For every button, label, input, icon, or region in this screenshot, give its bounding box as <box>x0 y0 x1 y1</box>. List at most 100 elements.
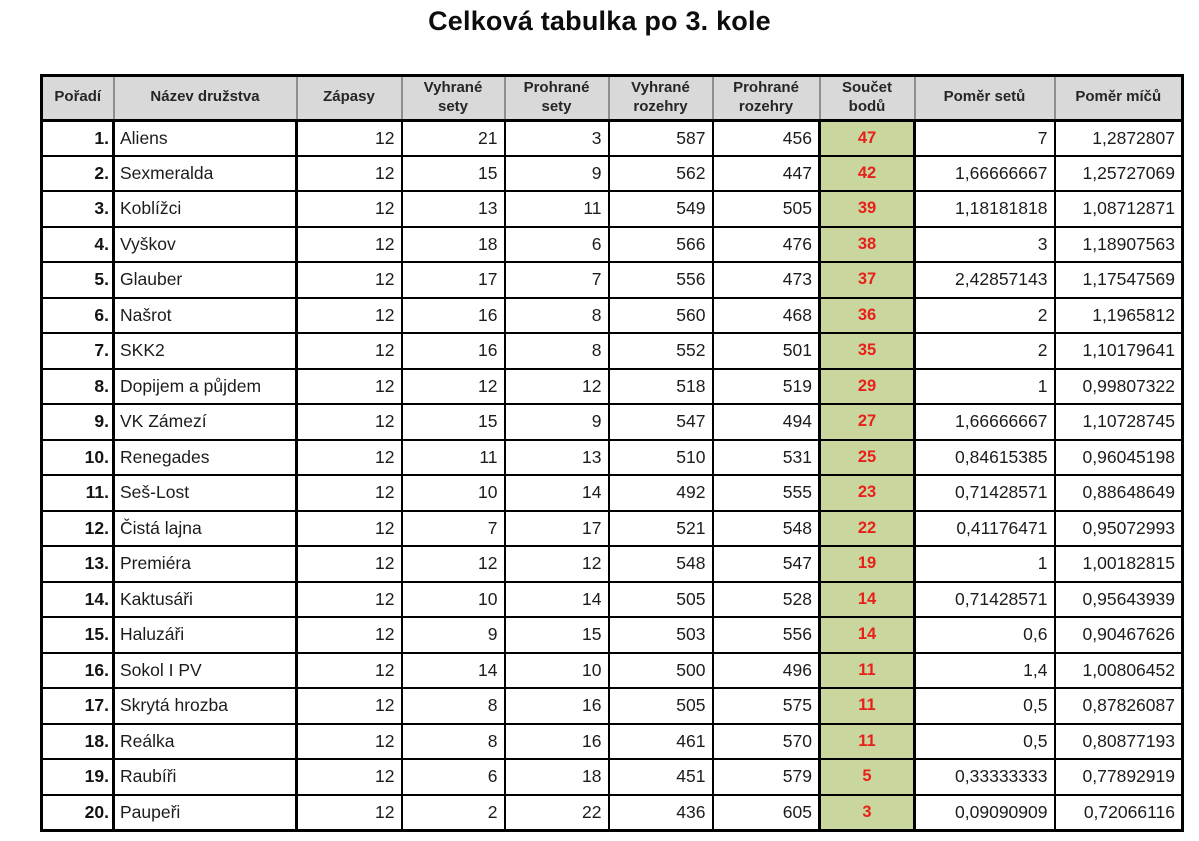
rallies_won-cell: 451 <box>607 758 714 796</box>
table-row: 15. Haluzáři 12 9 15 503 556 14 0,6 0,90467626 <box>40 616 1184 654</box>
points-cell: 37 <box>818 261 916 299</box>
set_ratio-cell: 0,09090909 <box>913 793 1056 831</box>
ball_ratio-cell: 1,10179641 <box>1053 332 1184 370</box>
sets_lost-cell: 12 <box>503 367 610 405</box>
rallies_won-cell: 552 <box>607 332 714 370</box>
rank-cell: 6. <box>40 296 115 334</box>
table-body: 1. Aliens 12 21 3 587 456 47 7 1,2872807 2. Sexmera… <box>40 119 1184 831</box>
matches-cell: 12 <box>295 651 403 689</box>
rallies_won-cell: 500 <box>607 651 714 689</box>
rallies_won-cell: 587 <box>607 119 714 157</box>
set_ratio-cell: 0,5 <box>913 687 1056 725</box>
points-cell: 19 <box>818 545 916 583</box>
rank-cell: 4. <box>40 225 115 263</box>
table-row: 6. Našrot 12 16 8 560 468 36 2 1,1965812 <box>40 296 1184 334</box>
rallies_lost-cell: 447 <box>711 154 821 192</box>
team-cell: Glauber <box>112 261 298 299</box>
sets_lost-cell: 18 <box>503 758 610 796</box>
ball_ratio-cell: 0,95072993 <box>1053 509 1184 547</box>
column-header-rank: Pořadí <box>41 75 114 122</box>
sets_lost-cell: 10 <box>503 651 610 689</box>
set_ratio-cell: 0,71428571 <box>913 580 1056 618</box>
rallies_won-cell: 505 <box>607 687 714 725</box>
set_ratio-cell: 0,5 <box>913 722 1056 760</box>
rallies_won-cell: 492 <box>607 474 714 512</box>
column-header-rallies_won: Vyhrané rozehry <box>607 75 713 122</box>
set_ratio-cell: 1 <box>913 545 1056 583</box>
table-row: 13. Premiéra 12 12 12 548 547 19 1 1,00182815 <box>40 545 1184 583</box>
set_ratio-cell: 1,18181818 <box>913 190 1056 228</box>
sets_won-cell: 8 <box>400 687 506 725</box>
standings-table: Pořadí Název družstva Zápasy Vyhrané sety Pr… <box>40 74 1184 832</box>
column-header-sets_won: Vyhrané sety <box>400 75 505 122</box>
set_ratio-cell: 3 <box>913 225 1056 263</box>
set_ratio-cell: 0,41176471 <box>913 509 1056 547</box>
rank-cell: 2. <box>40 154 115 192</box>
sets_lost-cell: 9 <box>503 154 610 192</box>
rallies_won-cell: 510 <box>607 438 714 476</box>
points-cell: 38 <box>818 225 916 263</box>
sets_won-cell: 7 <box>400 509 506 547</box>
set_ratio-cell: 1 <box>913 367 1056 405</box>
table-row: 8. Dopijem a půjdem 12 12 12 518 519 29 1 0,99807… <box>40 367 1184 405</box>
set_ratio-cell: 1,66666667 <box>913 403 1056 441</box>
team-cell: Reálka <box>112 722 298 760</box>
rallies_lost-cell: 494 <box>711 403 821 441</box>
rank-cell: 19. <box>40 758 115 796</box>
team-cell: Haluzáři <box>112 616 298 654</box>
points-cell: 23 <box>818 474 916 512</box>
rallies_lost-cell: 547 <box>711 545 821 583</box>
matches-cell: 12 <box>295 154 403 192</box>
team-cell: Raubíři <box>112 758 298 796</box>
points-cell: 47 <box>818 119 916 157</box>
rank-cell: 16. <box>40 651 115 689</box>
team-cell: VK Zámezí <box>112 403 298 441</box>
table-row: 14. Kaktusáři 12 10 14 505 528 14 0,71428571 0,95… <box>40 580 1184 618</box>
matches-cell: 12 <box>295 119 403 157</box>
team-cell: Dopijem a půjdem <box>112 367 298 405</box>
ball_ratio-cell: 1,1965812 <box>1053 296 1184 334</box>
sets_lost-cell: 14 <box>503 474 610 512</box>
matches-cell: 12 <box>295 438 403 476</box>
sets_won-cell: 14 <box>400 651 506 689</box>
points-cell: 3 <box>818 793 916 831</box>
set_ratio-cell: 0,6 <box>913 616 1056 654</box>
set_ratio-cell: 2 <box>913 332 1056 370</box>
sets_won-cell: 10 <box>400 580 506 618</box>
rallies_lost-cell: 505 <box>711 190 821 228</box>
table-row: 19. Raubíři 12 6 18 451 579 5 0,33333333 0,778929… <box>40 758 1184 796</box>
team-cell: Kaktusáři <box>112 580 298 618</box>
column-header-points: Součet bodů <box>818 75 915 122</box>
rank-cell: 1. <box>40 119 115 157</box>
ball_ratio-cell: 1,00182815 <box>1053 545 1184 583</box>
matches-cell: 12 <box>295 225 403 263</box>
sets_lost-cell: 7 <box>503 261 610 299</box>
sets_won-cell: 21 <box>400 119 506 157</box>
ball_ratio-cell: 1,25727069 <box>1053 154 1184 192</box>
rank-cell: 8. <box>40 367 115 405</box>
points-cell: 39 <box>818 190 916 228</box>
ball_ratio-cell: 1,10728745 <box>1053 403 1184 441</box>
sets_won-cell: 2 <box>400 793 506 831</box>
sets_lost-cell: 16 <box>503 687 610 725</box>
sets_won-cell: 8 <box>400 722 506 760</box>
column-header-team: Název družstva <box>112 75 297 122</box>
ball_ratio-cell: 0,99807322 <box>1053 367 1184 405</box>
set_ratio-cell: 7 <box>913 119 1056 157</box>
matches-cell: 12 <box>295 403 403 441</box>
table-row: 18. Reálka 12 8 16 461 570 11 0,5 0,80877193 <box>40 722 1184 760</box>
sets_won-cell: 6 <box>400 758 506 796</box>
rallies_lost-cell: 473 <box>711 261 821 299</box>
sets_lost-cell: 11 <box>503 190 610 228</box>
table-row: 4. Vyškov 12 18 6 566 476 38 3 1,18907563 <box>40 225 1184 263</box>
matches-cell: 12 <box>295 332 403 370</box>
matches-cell: 12 <box>295 509 403 547</box>
points-cell: 5 <box>818 758 916 796</box>
rallies_lost-cell: 496 <box>711 651 821 689</box>
sets_lost-cell: 22 <box>503 793 610 831</box>
ball_ratio-cell: 0,87826087 <box>1053 687 1184 725</box>
sets_won-cell: 16 <box>400 332 506 370</box>
matches-cell: 12 <box>295 296 403 334</box>
team-cell: Renegades <box>112 438 298 476</box>
sets_won-cell: 15 <box>400 403 506 441</box>
